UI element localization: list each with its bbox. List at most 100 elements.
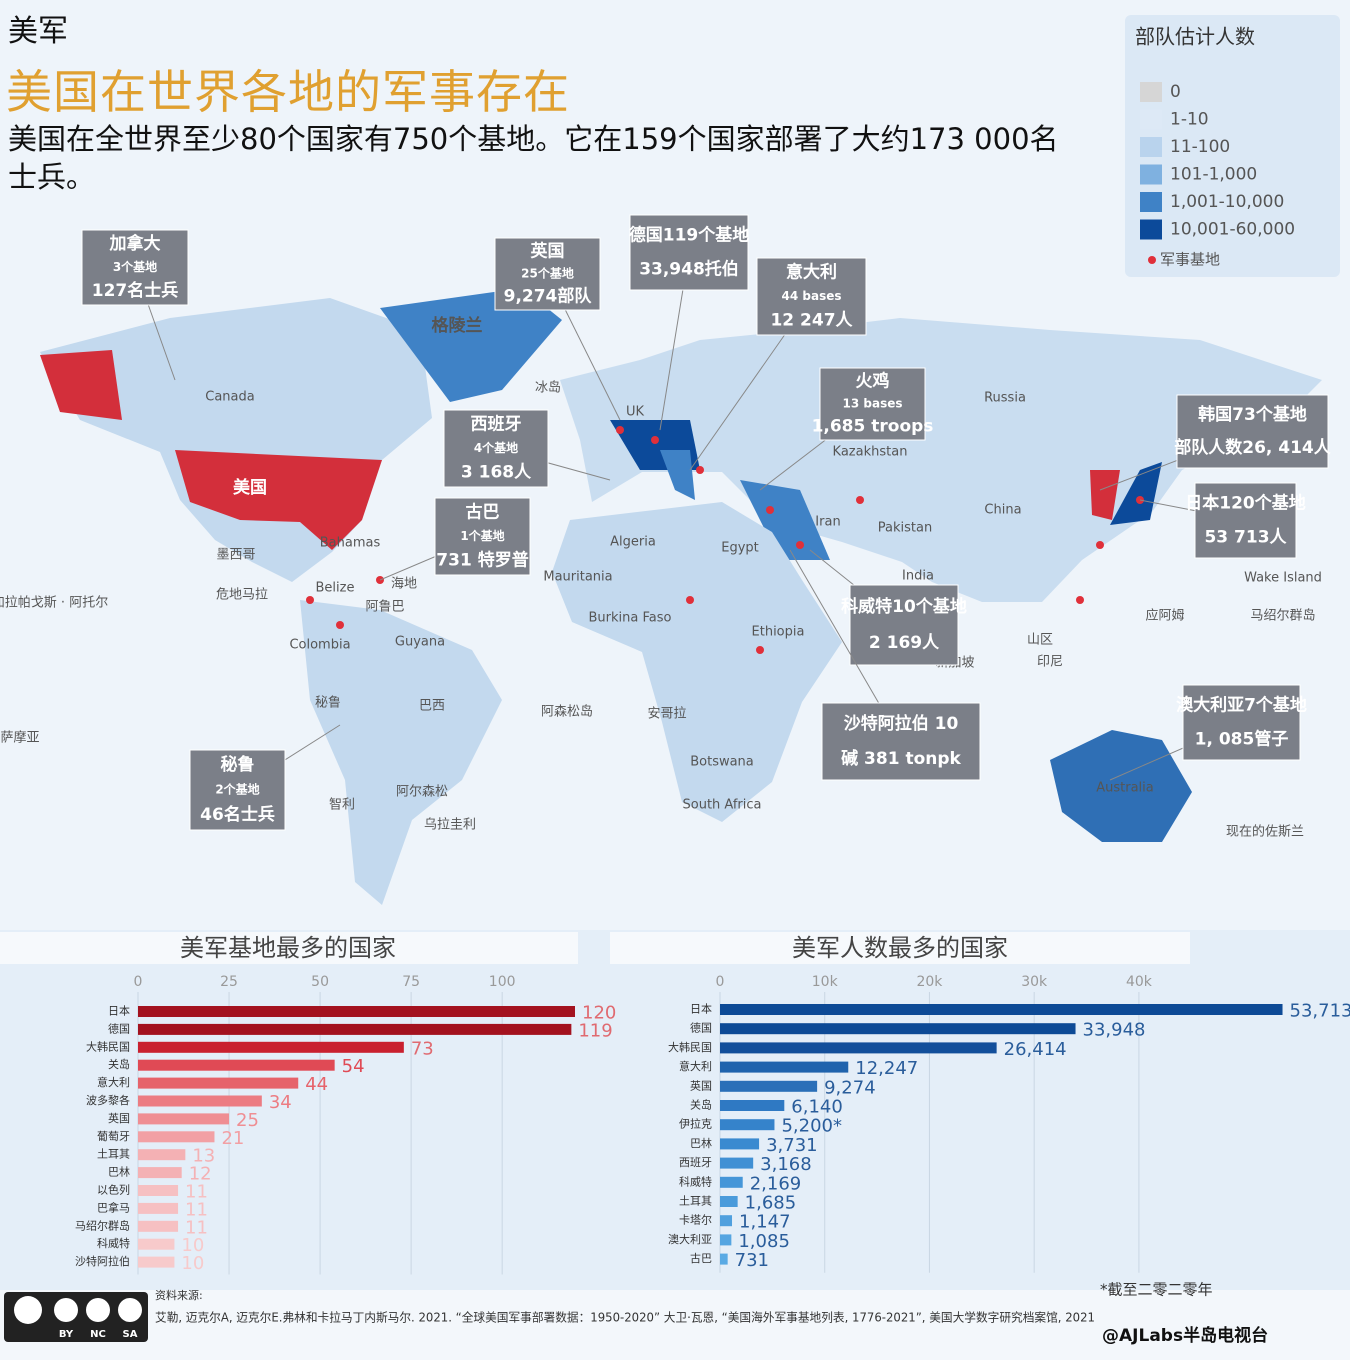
callout-box — [819, 367, 926, 441]
map-label: 马绍尔群岛 — [1250, 608, 1315, 624]
x-tick-label: 75 — [402, 974, 420, 990]
y-tick-label: 大韩民国 — [86, 1039, 130, 1053]
map-label: Botswana — [690, 755, 754, 770]
bar — [138, 1238, 175, 1250]
base-dot — [616, 426, 624, 434]
value-label: 2,169 — [750, 1173, 802, 1194]
map-label: Iran — [815, 515, 840, 530]
callout-text: 4个基地 — [474, 440, 518, 455]
y-tick-label: 日本 — [690, 1002, 712, 1016]
map-label: 乌拉圭利 — [424, 817, 476, 833]
value-label: 11 — [185, 1182, 208, 1203]
map-label: 山区 — [1027, 633, 1053, 648]
chart-title: 美军人数最多的国家 — [792, 934, 1008, 962]
bar — [720, 1138, 760, 1150]
value-label: 25 — [236, 1110, 259, 1131]
value-label: 44 — [305, 1074, 328, 1095]
value-label: 11 — [185, 1217, 208, 1238]
y-tick-label: 意大利 — [97, 1075, 130, 1089]
callout-text: 1个基地 — [460, 528, 504, 543]
base-dot — [756, 646, 764, 654]
value-label: 10 — [181, 1235, 204, 1256]
legend-swatch — [1140, 219, 1162, 240]
map-label: 印尼 — [1037, 655, 1063, 670]
callout-box — [434, 497, 531, 576]
y-tick-label: 德国 — [108, 1021, 130, 1035]
map-label: UK — [626, 405, 645, 420]
legend-title: 部队估计人数 — [1135, 25, 1255, 49]
bar — [720, 1196, 738, 1207]
callout-box — [1194, 482, 1297, 559]
bar — [720, 1042, 997, 1054]
y-tick-label: 伊拉克 — [679, 1117, 712, 1131]
bar — [138, 1149, 186, 1161]
bar — [138, 1131, 215, 1143]
callout-text: 2 169人 — [869, 633, 940, 653]
japan — [1110, 462, 1162, 525]
map-label: 应阿姆 — [1145, 608, 1184, 624]
base-dot — [306, 596, 314, 604]
license-label: BY — [59, 1329, 74, 1340]
legend-swatch — [1140, 109, 1162, 130]
subtitle: 美国在全世界至少80个国家有750个基地。它在159个国家部署了大约173 00… — [8, 122, 1059, 194]
base-dot — [336, 621, 344, 629]
value-label: 21 — [221, 1128, 244, 1149]
credit: @AJLabs半岛电视台 — [1102, 1325, 1268, 1346]
callout-text: 13 bases — [843, 397, 903, 411]
bar — [720, 1023, 1076, 1035]
bar — [720, 1004, 1283, 1015]
license-badge — [4, 1292, 148, 1342]
alaska — [40, 350, 122, 420]
callout-text: 1,685 troops — [812, 417, 934, 437]
callout-text: 9,274部队 — [504, 286, 593, 307]
license-icon — [14, 1296, 42, 1324]
korea — [1090, 470, 1120, 520]
callout-text: 英国 — [531, 241, 565, 262]
bar — [138, 1185, 179, 1196]
charts-panel — [0, 930, 1350, 1290]
bar — [720, 1253, 728, 1265]
map-label: 巴西 — [419, 699, 445, 714]
y-tick-label: 以色列 — [97, 1183, 130, 1197]
value-label: 53,713 — [1290, 1001, 1350, 1022]
map-label: 阿鲁巴 — [365, 600, 404, 615]
legend-box — [1125, 15, 1340, 277]
callout-text: 2个基地 — [215, 782, 259, 797]
value-label: 12 — [189, 1164, 212, 1185]
y-tick-label: 卡塔尔 — [679, 1214, 712, 1227]
map-label: South Africa — [683, 798, 762, 813]
callout-box — [629, 214, 749, 291]
legend-swatch — [1140, 82, 1162, 102]
map-label: 格陵兰 — [432, 315, 483, 336]
legend — [1125, 15, 1340, 277]
y-tick-label: 巴拿马 — [97, 1200, 130, 1214]
map — [40, 288, 1322, 905]
value-label: 26,414 — [1004, 1039, 1067, 1060]
map-label: Kazakhstan — [833, 445, 908, 460]
y-tick-label: 意大利 — [679, 1059, 712, 1073]
y-tick-label: 土耳其 — [679, 1195, 712, 1208]
callout-text: 加拿大 — [109, 233, 161, 254]
legend-label: 军事基地 — [1160, 251, 1220, 269]
value-label: 10 — [181, 1253, 204, 1274]
map-label: 安哥拉 — [647, 707, 686, 722]
bar — [720, 1176, 743, 1188]
callout-text: 33,948托伯 — [639, 259, 739, 280]
legend-label: 101-1,000 — [1170, 165, 1257, 185]
callout-text: 德国119个基地 — [629, 224, 750, 245]
y-tick-label: 西班牙 — [679, 1156, 712, 1169]
bar — [138, 1006, 575, 1017]
value-label: 731 — [735, 1250, 769, 1271]
map-label: China — [984, 503, 1021, 518]
y-tick-label: 土耳其 — [97, 1148, 130, 1161]
callout-text: 3个基地 — [113, 259, 157, 274]
map-label: Guyana — [395, 635, 445, 650]
legend-label: 10,001-60,000 — [1170, 220, 1295, 240]
africa — [552, 502, 842, 822]
y-tick-label: 葡萄牙 — [97, 1130, 130, 1143]
value-label: 13 — [192, 1146, 215, 1167]
south-america — [300, 600, 502, 905]
callout-text: 西班牙 — [471, 414, 522, 434]
map-label: Ethiopia — [752, 625, 805, 640]
